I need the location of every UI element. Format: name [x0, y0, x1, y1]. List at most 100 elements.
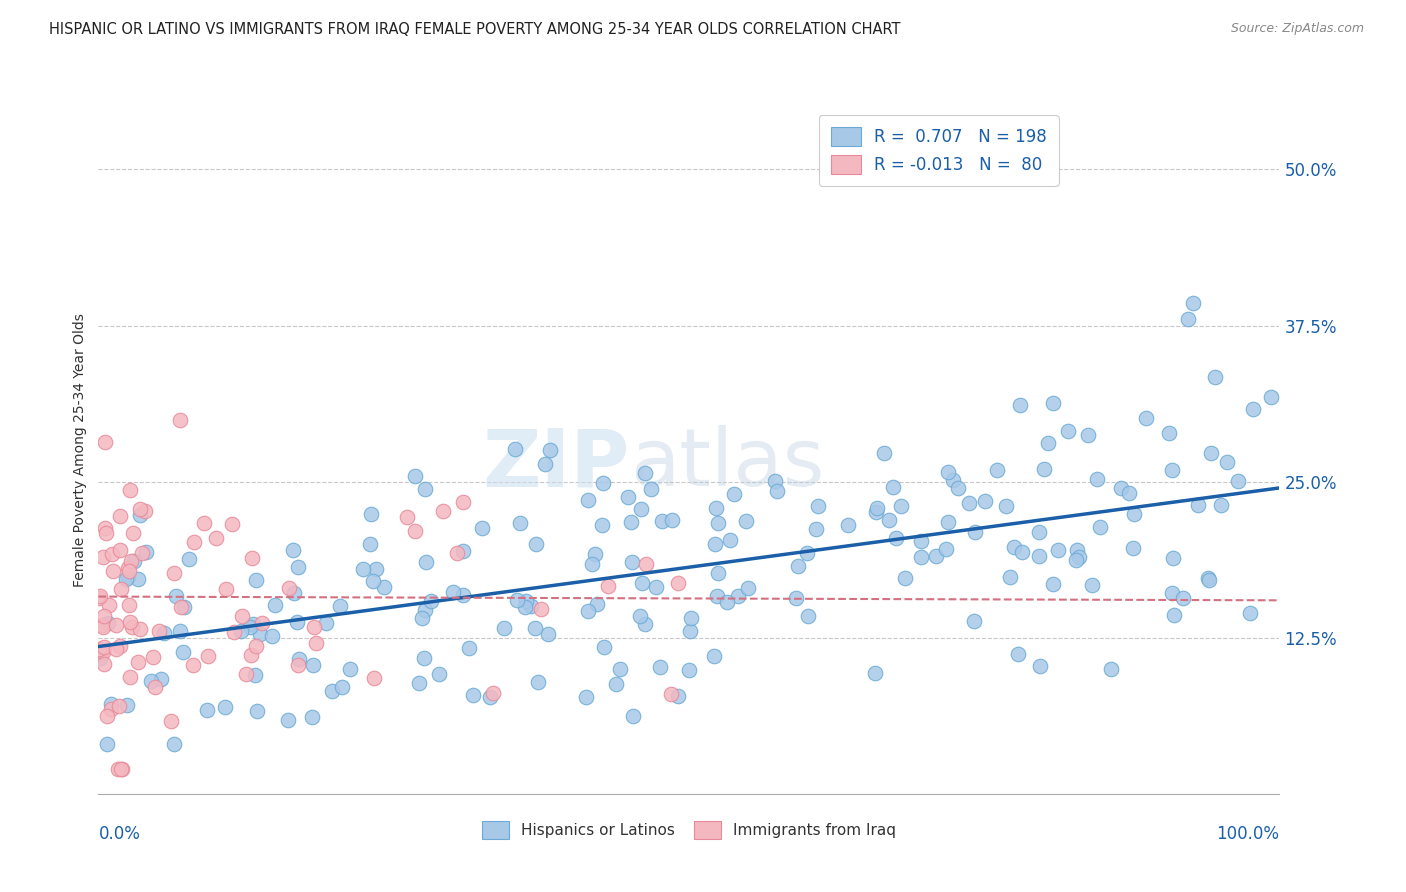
Point: [193, 516, 215, 530]
Point: [534, 457, 557, 471]
Point: [108, 508, 131, 523]
Point: [287, 657, 309, 672]
Point: [578, 493, 600, 508]
Point: [165, 589, 187, 603]
Point: [581, 558, 603, 572]
Point: [105, 617, 128, 632]
Point: [704, 500, 727, 515]
Point: [120, 483, 142, 497]
Point: [413, 651, 436, 665]
Point: [100, 697, 122, 711]
Point: [264, 598, 287, 612]
Point: [666, 689, 689, 703]
Point: [681, 610, 703, 624]
Point: [169, 413, 191, 427]
Point: [197, 648, 219, 663]
Point: [863, 666, 886, 681]
Point: [215, 582, 238, 596]
Point: [948, 481, 970, 495]
Point: [640, 482, 662, 496]
Point: [1161, 463, 1184, 477]
Point: [704, 537, 727, 551]
Point: [1227, 474, 1250, 488]
Point: [609, 662, 631, 676]
Point: [706, 590, 728, 604]
Point: [89, 641, 111, 656]
Point: [1197, 571, 1219, 585]
Text: 100.0%: 100.0%: [1216, 825, 1279, 843]
Point: [108, 543, 131, 558]
Point: [1011, 545, 1033, 559]
Point: [723, 487, 745, 501]
Point: [1122, 507, 1144, 521]
Point: [1181, 296, 1204, 310]
Point: [91, 618, 114, 632]
Point: [262, 629, 284, 643]
Point: [118, 599, 141, 613]
Point: [373, 580, 395, 594]
Point: [153, 626, 176, 640]
Point: [837, 518, 859, 533]
Point: [1111, 481, 1133, 495]
Point: [245, 573, 267, 587]
Point: [120, 554, 142, 568]
Point: [1081, 577, 1104, 591]
Point: [101, 547, 124, 561]
Point: [114, 572, 136, 586]
Point: [94, 525, 117, 540]
Point: [134, 503, 156, 517]
Point: [1028, 524, 1050, 539]
Point: [785, 591, 807, 605]
Point: [413, 603, 436, 617]
Point: [865, 505, 887, 519]
Point: [427, 667, 450, 681]
Point: [91, 645, 114, 659]
Point: [882, 480, 904, 494]
Point: [586, 598, 609, 612]
Point: [513, 600, 536, 615]
Point: [110, 762, 132, 776]
Point: [505, 442, 527, 456]
Point: [621, 708, 644, 723]
Point: [249, 626, 271, 640]
Text: ZIP: ZIP: [482, 425, 630, 503]
Point: [97, 615, 120, 630]
Point: [942, 473, 965, 487]
Point: [1008, 398, 1031, 412]
Point: [142, 649, 165, 664]
Point: [936, 465, 959, 479]
Point: [96, 708, 118, 723]
Point: [707, 566, 730, 581]
Point: [352, 562, 374, 576]
Point: [523, 622, 546, 636]
Point: [737, 581, 759, 595]
Point: [1007, 647, 1029, 661]
Point: [432, 504, 454, 518]
Point: [787, 558, 810, 573]
Point: [361, 574, 384, 588]
Point: [93, 640, 115, 654]
Point: [110, 582, 132, 596]
Point: [117, 561, 139, 575]
Point: [302, 620, 325, 634]
Point: [661, 513, 683, 527]
Point: [628, 608, 651, 623]
Point: [115, 698, 138, 713]
Point: [141, 673, 163, 688]
Text: HISPANIC OR LATINO VS IMMIGRANTS FROM IRAQ FEMALE POVERTY AMONG 25-34 YEAR OLDS : HISPANIC OR LATINO VS IMMIGRANTS FROM IR…: [49, 22, 901, 37]
Point: [877, 513, 900, 527]
Point: [93, 620, 115, 634]
Point: [107, 762, 129, 776]
Point: [173, 599, 195, 614]
Point: [419, 594, 441, 608]
Point: [240, 551, 263, 566]
Point: [1057, 424, 1080, 438]
Point: [100, 702, 122, 716]
Point: [1036, 435, 1059, 450]
Text: Source: ZipAtlas.com: Source: ZipAtlas.com: [1230, 22, 1364, 36]
Point: [231, 608, 253, 623]
Point: [515, 594, 537, 608]
Point: [634, 557, 657, 571]
Point: [446, 546, 468, 560]
Point: [89, 651, 111, 665]
